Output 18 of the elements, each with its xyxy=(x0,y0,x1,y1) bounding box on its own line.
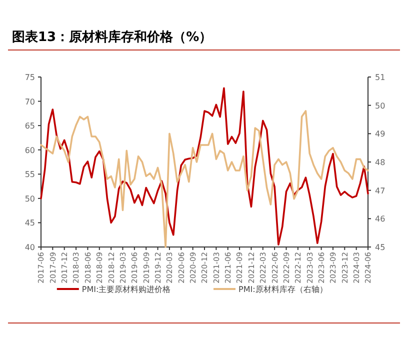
y-tick-label: 55 xyxy=(24,170,35,180)
y-tick-label: 50 xyxy=(24,194,35,204)
y2-tick-label: 45 xyxy=(375,243,386,252)
y2-tick-label: 51 xyxy=(375,73,386,82)
y-tick-label: 40 xyxy=(24,243,35,252)
y-tick-label: 65 xyxy=(24,122,35,131)
y-tick-label: 75 xyxy=(24,73,35,82)
y2-tick-label: 49 xyxy=(375,130,386,139)
y-tick-label: 60 xyxy=(24,146,35,155)
legend-label: PMI:主要原材料购进价格 xyxy=(82,285,171,294)
y-tick-label: 70 xyxy=(24,97,35,106)
y2-tick-label: 48 xyxy=(375,158,386,167)
legend-label: PMI:原材料库存（右轴） xyxy=(238,285,328,294)
y-tick-label: 45 xyxy=(24,218,35,228)
y2-tick-label: 47 xyxy=(375,186,386,196)
y2-tick-label: 46 xyxy=(375,214,386,224)
y2-tick-label: 50 xyxy=(375,101,386,110)
chart-title: 图表13：原材料库存和价格（%） xyxy=(12,29,212,45)
